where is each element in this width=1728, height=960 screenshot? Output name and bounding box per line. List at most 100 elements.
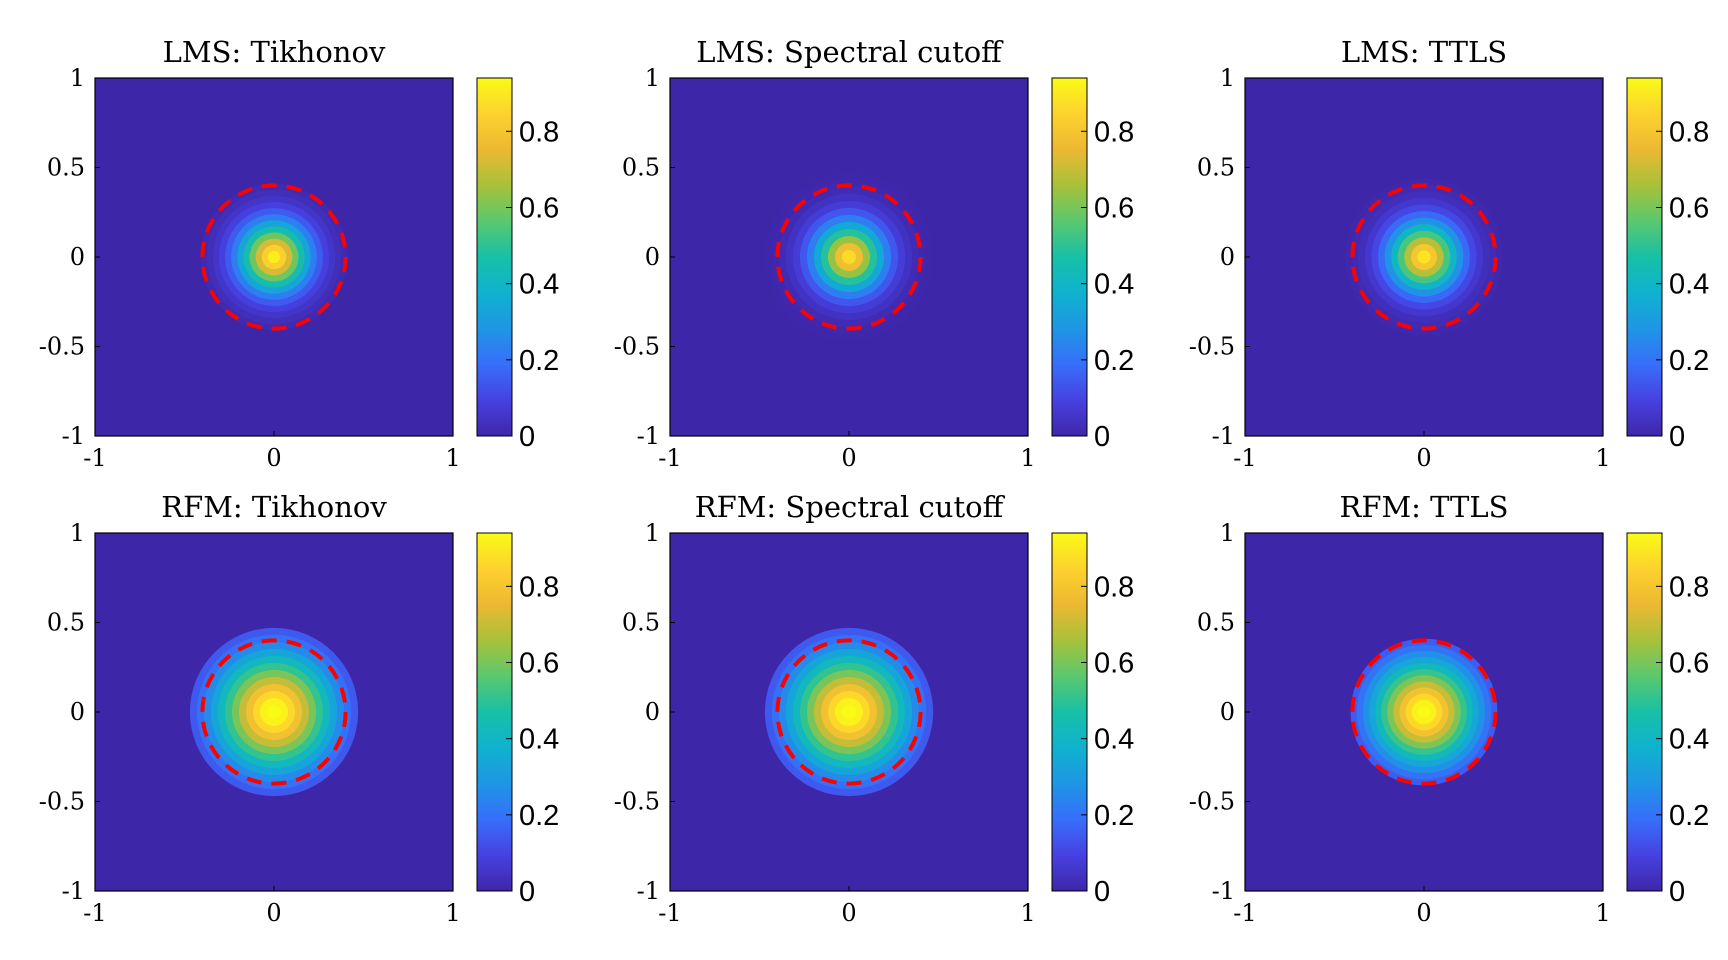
panel-title: LMS: Spectral cutoff [696,35,1004,69]
y-tick-label: 1 [645,64,660,92]
colorbar-tick-label: 0.6 [1669,192,1709,224]
colorbar-tick-label: 0.6 [1094,192,1134,224]
y-tick-label: -1 [637,877,660,905]
panel-4: RFM: Tikhonov -1 0 1 1 0.5 0 -0.5 -1 0 0.2 0.4 0.6 0.… [39,490,560,927]
colorbar-tick-label: 0 [1094,421,1110,453]
x-tick-label: 0 [841,899,856,927]
reference-circle [775,638,923,786]
colorbar [1626,77,1663,437]
panel-title: RFM: TTLS [1340,490,1509,524]
x-tick-label: -1 [1233,899,1256,927]
y-tick-label: 1 [1220,519,1235,547]
y-tick-label: -0.5 [614,333,660,361]
y-tick-label: 0.5 [47,609,85,637]
contour-level [841,704,857,720]
x-tick-label: 0 [266,444,281,472]
colorbar-tick-label: 0 [1669,421,1685,453]
x-tick-label: -1 [1233,444,1256,472]
x-tick-label: -1 [83,899,106,927]
colorbar-tick-label: 0 [519,421,535,453]
colorbar-tick-label: 0.2 [1094,800,1134,832]
colorbar-tick-label: 0.2 [1669,800,1709,832]
y-tick-label: 0.5 [47,154,85,182]
x-tick-label: 1 [445,444,460,472]
colorbar-tick-label: 0.8 [519,571,559,603]
y-tick-label: -0.5 [1189,788,1235,816]
panel-title: RFM: Spectral cutoff [695,490,1006,524]
y-tick-label: 0 [70,243,85,271]
colorbar-tick-label: 0.8 [1669,116,1709,148]
contour-level [1417,705,1431,719]
y-tick-label: -0.5 [1189,333,1235,361]
x-tick-label: -1 [83,444,106,472]
x-tick-label: 0 [841,444,856,472]
x-tick-label: 1 [445,899,460,927]
colorbar-tick-label: 0 [519,876,535,908]
x-tick-label: 1 [1020,899,1035,927]
colorbar-tick-label: 0.4 [1669,724,1709,756]
y-tick-label: 0.5 [622,609,660,637]
y-tick-label: 0 [1220,243,1235,271]
y-tick-label: 0.5 [622,154,660,182]
colorbar [476,532,513,892]
contour-level [841,249,857,265]
panel-title: RFM: Tikhonov [161,490,387,524]
colorbar-tick-label: 0.8 [519,116,559,148]
contour-level [266,704,282,720]
colorbar-tick-label: 0.6 [1669,647,1709,679]
y-tick-label: -1 [637,422,660,450]
colorbar-tick-label: 0.2 [519,345,559,377]
y-tick-label: 0 [70,698,85,726]
colorbar [1626,532,1663,892]
colorbar [476,77,513,437]
reference-circle [200,183,348,331]
y-tick-label: 1 [70,519,85,547]
y-tick-label: -0.5 [614,788,660,816]
colorbar-tick-label: 0.8 [1094,116,1134,148]
y-tick-label: -1 [1212,877,1235,905]
contour-level [267,250,281,264]
y-tick-label: -1 [62,422,85,450]
x-tick-label: 1 [1595,899,1610,927]
colorbar-tick-label: 0.4 [1094,269,1134,301]
x-tick-label: 1 [1020,444,1035,472]
colorbar-tick-label: 0 [1669,876,1685,908]
panel-5: RFM: Spectral cutoff -1 0 1 1 0.5 0 -0.5 -1 0 0.2 0… [614,490,1135,927]
x-tick-label: -1 [658,899,681,927]
y-tick-label: 0.5 [1197,609,1235,637]
y-tick-label: 0 [645,698,660,726]
x-tick-label: 1 [1595,444,1610,472]
panel-6: RFM: TTLS -1 0 1 1 0.5 0 -0.5 -1 0 0.2 0.4 0.6 0.8 [1189,490,1710,927]
colorbar-tick-label: 0.6 [519,192,559,224]
x-tick-label: 0 [266,899,281,927]
reference-circle [775,183,923,331]
colorbar-tick-label: 0.8 [1669,571,1709,603]
colorbar-tick-label: 0.6 [519,647,559,679]
reference-circle [1350,638,1498,786]
y-tick-label: -0.5 [39,788,85,816]
panel-1: LMS: Tikhonov -1 0 1 1 0.5 0 -0.5 -1 0 0.2 0.4 0.6 0.… [39,35,560,472]
y-tick-label: 0 [645,243,660,271]
colorbar-tick-label: 0 [1094,876,1110,908]
colorbar-tick-label: 0.6 [1094,647,1134,679]
panel-title: LMS: TTLS [1341,35,1507,69]
colorbar [1051,77,1088,437]
contour-level [1417,250,1431,264]
panel-2: LMS: Spectral cutoff -1 0 1 1 0.5 0 -0.5 -1 0 0.2 0… [614,35,1135,472]
colorbar [1051,532,1088,892]
panel-3: LMS: TTLS -1 0 1 1 0.5 0 -0.5 -1 0 0.2 0.4 0.6 0.8 [1189,35,1710,472]
y-tick-label: 0 [1220,698,1235,726]
panel-title: LMS: Tikhonov [163,35,386,69]
colorbar-tick-label: 0.8 [1094,571,1134,603]
y-tick-label: 1 [645,519,660,547]
y-tick-label: 0.5 [1197,154,1235,182]
colorbar-tick-label: 0.4 [1094,724,1134,756]
y-tick-label: -1 [1212,422,1235,450]
y-tick-label: -1 [62,877,85,905]
reference-circle [1350,183,1498,331]
x-tick-label: -1 [658,444,681,472]
reference-circle [200,638,348,786]
y-tick-label: 1 [1220,64,1235,92]
colorbar-tick-label: 0.2 [519,800,559,832]
